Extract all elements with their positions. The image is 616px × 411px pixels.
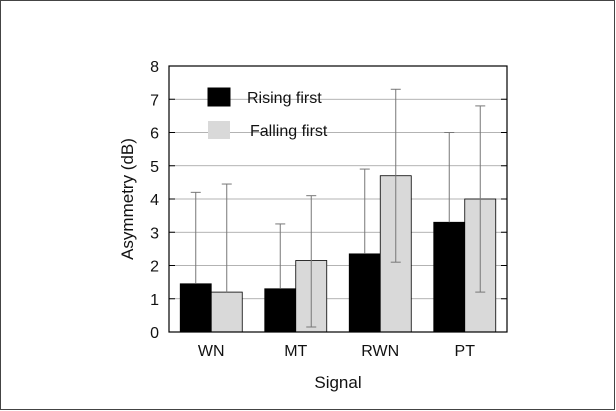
y-tick-label-4: 4 — [150, 192, 159, 209]
x-ticks: WN MT RWN PT — [198, 343, 475, 360]
y-tick-label-7: 7 — [150, 92, 159, 109]
x-axis-label: Signal — [314, 373, 361, 392]
bar-pt-rising-first — [433, 221, 466, 333]
y-tick-label-6: 6 — [150, 126, 159, 143]
y-tick-label-3: 3 — [150, 225, 159, 242]
x-tick-label-rwn: RWN — [361, 343, 399, 360]
x-tick-label-pt: PT — [455, 343, 476, 360]
legend-label-rising-first: Rising first — [247, 90, 322, 107]
y-tick-label-2: 2 — [150, 259, 159, 276]
x-tick-label-wn: WN — [198, 343, 225, 360]
bar-wn-falling-first — [210, 291, 243, 333]
bars — [179, 175, 497, 333]
legend-label-falling-first: Falling first — [250, 123, 328, 140]
bar-rwn-rising-first — [348, 253, 381, 333]
y-tick-label-1: 1 — [150, 292, 159, 309]
legend: Rising first Falling first — [207, 87, 328, 140]
y-tick-label-0: 0 — [150, 325, 159, 342]
y-tick-label-5: 5 — [150, 159, 159, 176]
error-bars — [190, 88, 486, 328]
x-tick-label-mt: MT — [284, 343, 307, 360]
y-tick-label-8: 8 — [150, 59, 159, 76]
legend-swatch-rising-first — [207, 87, 231, 107]
legend-swatch-falling-first — [208, 121, 230, 139]
bar-wn-rising-first — [179, 283, 212, 333]
y-axis-label: Asymmetry (dB) — [118, 138, 137, 260]
bar-mt-rising-first — [264, 288, 297, 333]
y-ticks: 0 1 2 3 4 5 6 7 8 — [150, 59, 507, 342]
